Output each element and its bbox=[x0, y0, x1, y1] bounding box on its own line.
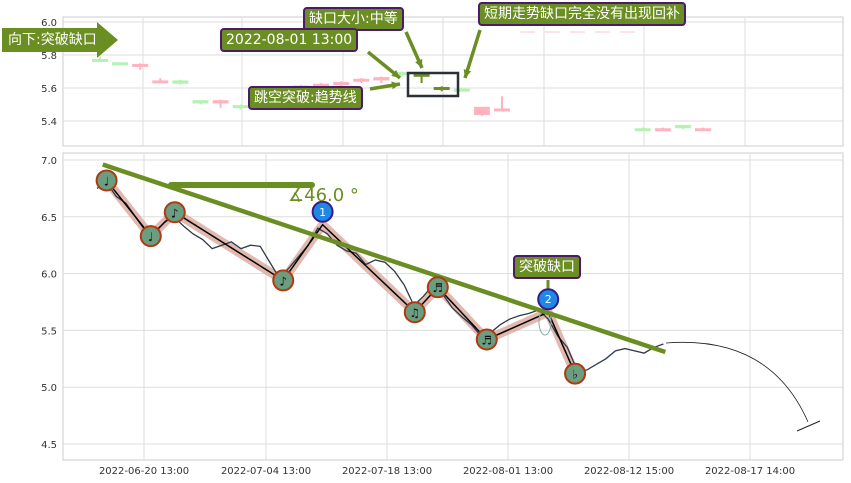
pivot-note-icon: ♪ bbox=[171, 206, 179, 220]
gap-highlight-box bbox=[406, 71, 460, 98]
price-line bbox=[96, 181, 664, 371]
x-tick-label: 2022-08-01 13:00 bbox=[463, 466, 553, 477]
candle-body bbox=[654, 128, 671, 132]
pivot-marker bbox=[163, 201, 186, 224]
pivot-note-icon: ♫ bbox=[409, 306, 420, 320]
pivot-note-icon: ♩ bbox=[148, 230, 154, 244]
lower-y-tick: 5.5 bbox=[41, 326, 57, 337]
annotation-breakout: 跳空突破:趋势线 bbox=[248, 86, 363, 110]
badge-marker bbox=[311, 200, 334, 223]
annotation-direction: 向下:突破缺口 bbox=[8, 32, 97, 48]
arrow-breakout-head bbox=[391, 81, 400, 90]
lower-y-tick: 6.5 bbox=[41, 213, 57, 224]
candle-body bbox=[333, 82, 350, 86]
arrow-date-head bbox=[391, 69, 400, 78]
annotation-breakout-gap: 突破缺口 bbox=[513, 255, 581, 279]
candle-body bbox=[494, 108, 510, 112]
upper-y-tick: 5.6 bbox=[41, 84, 57, 95]
trend-line bbox=[102, 162, 667, 355]
upper-y-tick: 5.4 bbox=[41, 117, 57, 128]
upper-y-tick: 6.0 bbox=[41, 18, 57, 29]
pivot-note-icon: ♪ bbox=[279, 274, 287, 288]
candle-body bbox=[152, 80, 169, 84]
angle-label: ∡46.0 ° bbox=[288, 185, 359, 206]
candle-body bbox=[695, 128, 711, 132]
lower-y-tick: 4.5 bbox=[41, 440, 57, 451]
upper-y-tick: 5.8 bbox=[41, 51, 57, 62]
pivot-marker bbox=[403, 301, 426, 324]
candle-body bbox=[92, 58, 108, 62]
candle-body bbox=[353, 78, 370, 82]
candle-body bbox=[453, 88, 470, 92]
candle-body bbox=[192, 100, 209, 104]
lower-plot-frame bbox=[62, 152, 844, 461]
candle-body bbox=[674, 124, 691, 129]
projection-arc bbox=[665, 341, 809, 423]
pivot-marker bbox=[139, 225, 162, 248]
arrow-gap-fill bbox=[463, 29, 482, 79]
pivot-note-icon: ♩ bbox=[104, 174, 110, 188]
upper-plot-frame bbox=[62, 16, 844, 147]
pivot-marker bbox=[95, 169, 118, 192]
badge-number: 1 bbox=[319, 206, 326, 219]
lower-y-tick: 6.0 bbox=[41, 270, 57, 281]
candle-body bbox=[132, 63, 149, 67]
arrow-gap-fill-head bbox=[463, 69, 472, 78]
candle-body bbox=[393, 72, 410, 76]
candle-body bbox=[232, 105, 249, 109]
candle-body bbox=[433, 87, 450, 90]
x-tick-label: 2022-08-12 15:00 bbox=[584, 466, 674, 477]
candle-body bbox=[473, 106, 490, 116]
candle-body bbox=[313, 83, 330, 87]
x-tick-label: 2022-06-20 13:00 bbox=[99, 466, 189, 477]
annotation-gap-fill: 短期走势缺口完全没有出现回补 bbox=[478, 2, 686, 26]
zigzag-line bbox=[106, 179, 576, 374]
pivot-marker bbox=[564, 362, 587, 385]
annotation-date: 2022-08-01 13:00 bbox=[220, 28, 359, 52]
candle-body bbox=[112, 62, 129, 66]
badge-number: 2 bbox=[545, 293, 552, 306]
candle-body bbox=[413, 73, 430, 77]
x-tick-label: 2022-08-17 14:00 bbox=[705, 466, 795, 477]
candle-body bbox=[373, 77, 390, 81]
pivot-marker bbox=[426, 276, 449, 299]
pivot-marker bbox=[272, 269, 295, 292]
candle-body bbox=[634, 128, 651, 132]
candle-body bbox=[172, 80, 189, 84]
lower-y-tick: 7.0 bbox=[41, 156, 57, 167]
pivot-note-icon: ♬ bbox=[432, 281, 443, 295]
x-tick-label: 2022-07-04 13:00 bbox=[221, 466, 311, 477]
pivot-marker bbox=[475, 328, 498, 351]
x-tick-label: 2022-07-18 13:00 bbox=[342, 466, 432, 477]
lower-y-tick: 5.0 bbox=[41, 383, 57, 394]
projection-end bbox=[796, 420, 821, 432]
pivot-note-icon: ♭ bbox=[572, 368, 578, 382]
pivot-note-icon: ♬ bbox=[481, 333, 492, 347]
candle-body bbox=[212, 100, 229, 104]
direction-arrow-label: 向下:突破缺口 bbox=[2, 22, 120, 58]
badge-marker bbox=[537, 288, 560, 311]
arrow-gap-size-head bbox=[415, 59, 423, 68]
